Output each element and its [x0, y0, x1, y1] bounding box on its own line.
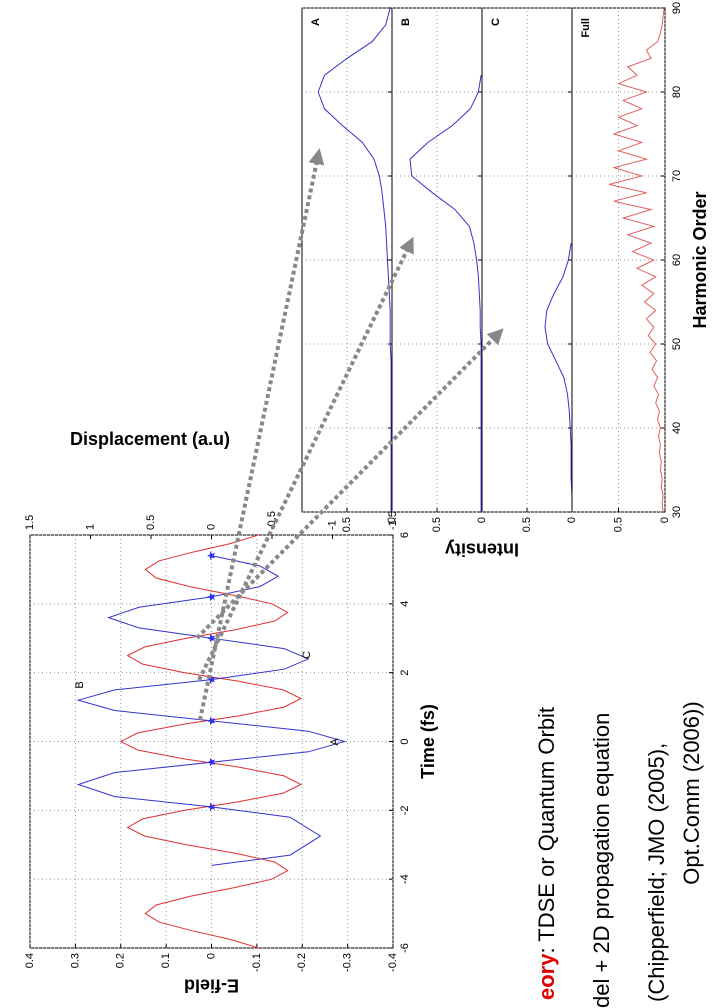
y-tick-label: 0.2	[115, 953, 127, 968]
y-tick-label: 0.5	[521, 517, 533, 532]
caption-text: : TDSE or Quantum Orbit	[534, 707, 559, 954]
y-tick-label: -0.4	[387, 953, 399, 972]
caption-line: (Chipperfield; JMO (2005),	[644, 743, 669, 1002]
x-axis-label: Time (fs)	[418, 704, 438, 779]
x-tick-label: 50	[671, 338, 683, 350]
y-axis-label: Intensity	[445, 539, 519, 559]
series-line	[76, 555, 347, 866]
caption-line: del + 2D propagation equation	[589, 713, 614, 1008]
x-tick-label: 2	[399, 670, 411, 676]
x-tick-label: 30	[671, 506, 683, 518]
series-line	[317, 7, 392, 512]
trajectory-label: B	[74, 681, 86, 688]
panel-label: A	[310, 18, 322, 26]
link-arrows	[195, 148, 504, 721]
series-line	[544, 243, 573, 512]
y-axis-label: E-field	[184, 975, 239, 995]
series-line	[119, 534, 303, 949]
return-marker	[207, 757, 216, 767]
x-tick-label: 40	[671, 422, 683, 434]
y-tick-label: 0	[205, 953, 217, 959]
x-tick-label: 90	[671, 2, 683, 14]
y-tick-label: 0.3	[69, 953, 81, 968]
y-tick-label: 0.1	[160, 953, 172, 968]
link-arrow	[198, 148, 325, 721]
y2-tick-label: -0.5	[266, 511, 278, 530]
x-tick-label: 70	[671, 170, 683, 182]
y2-tick-label: 1	[84, 524, 96, 530]
x-tick-label: 6	[399, 532, 411, 538]
y2-tick-label: 1.5	[24, 515, 36, 530]
link-arrow	[197, 236, 414, 681]
return-marker	[207, 675, 216, 684]
y-tick-label: -0.2	[296, 953, 308, 972]
return-marker	[207, 634, 216, 643]
panel-label: Full	[580, 18, 592, 38]
link-arrow	[195, 328, 504, 640]
x-tick-label: 0	[399, 738, 411, 744]
y2-axis-label: Displacement (a.u)	[70, 429, 230, 449]
panel-label: C	[490, 18, 502, 26]
y-tick-label: -0.1	[251, 953, 263, 972]
x-tick-label: -6	[399, 943, 411, 953]
trajectory-label: C	[301, 651, 313, 659]
panel-label: B	[400, 18, 412, 26]
return-marker	[207, 716, 216, 726]
caption-line: eory: TDSE or Quantum Orbit	[534, 707, 559, 1000]
series-line	[609, 7, 665, 513]
return-marker	[207, 802, 216, 812]
y-tick-label: 0.4	[24, 953, 36, 968]
trajectory-label: A	[329, 738, 341, 746]
y-tick-label: 0	[386, 517, 398, 523]
y2-tick-label: -1.5	[387, 511, 399, 530]
y2-tick-label: -1	[326, 520, 338, 530]
x-tick-label: -2	[399, 805, 411, 815]
y-tick-label: 0	[476, 517, 488, 523]
y-tick-label: 0	[566, 517, 578, 523]
slide: del + 2D propagation equation (Chipperfi…	[24, 2, 710, 1008]
series-line	[409, 75, 482, 512]
y-tick-label: -0.3	[342, 953, 354, 972]
caption-emph: eory	[534, 953, 559, 1000]
y2-tick-label: 0.5	[145, 515, 157, 530]
return-marker	[207, 551, 216, 560]
x-axis-label: Harmonic Order	[690, 191, 710, 328]
y-tick-label: 0.5	[612, 517, 624, 532]
x-tick-label: 80	[671, 86, 683, 98]
y2-tick-label: 0	[205, 524, 217, 530]
caption-line: Opt.Comm (2006))	[679, 701, 704, 884]
y-tick-label: 0.5	[431, 517, 443, 532]
return-marker	[207, 592, 216, 602]
x-tick-label: 4	[399, 601, 411, 607]
y-tick-label: 0.5	[341, 517, 353, 532]
x-tick-label: -4	[399, 874, 411, 884]
y-tick-label: 0	[659, 517, 671, 523]
x-tick-label: 60	[671, 254, 683, 266]
